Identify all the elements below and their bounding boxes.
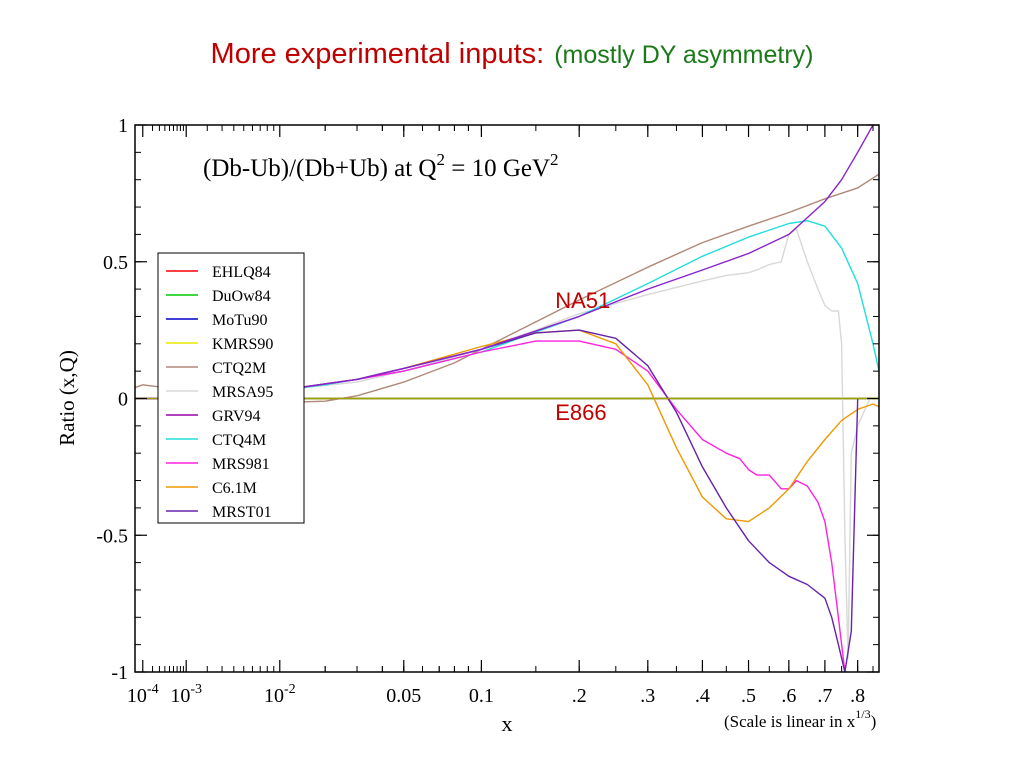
x-axis-label: x: [502, 711, 513, 736]
series-line-mrst01: [243, 329, 859, 672]
annotation-e866: E866: [555, 400, 606, 425]
x-tick-label: .5: [741, 685, 756, 707]
legend-label-motu90: MoTu90: [212, 312, 267, 329]
legend-box: [157, 252, 305, 524]
x-scale-note: (Scale is linear in x1/3): [724, 707, 876, 731]
series-line-mrs981: [243, 340, 846, 672]
legend-label-ctq2m: CTQ2M: [212, 360, 266, 377]
legend-label-duow84: DuOw84: [212, 288, 271, 305]
annotation-na51: NA51: [555, 288, 610, 313]
x-tick-label: 10-4: [127, 682, 159, 707]
y-tick-label: -1: [111, 662, 128, 684]
page-title-main: More experimental inputs:: [210, 38, 545, 70]
legend-label-ehlq84: EHLQ84: [212, 264, 271, 281]
y-tick-label: 1: [118, 115, 128, 137]
annotation-layer: NA51 E866: [555, 288, 610, 425]
y-tick-label: 0.5: [103, 252, 128, 274]
page-title-sub: (mostly DY asymmetry): [554, 41, 814, 69]
y-axis-label: Ratio (x,Q): [55, 350, 79, 446]
legend-label-mrst01: MRST01: [212, 504, 272, 521]
x-tick-label: .4: [695, 685, 710, 707]
series-line-unlabeled-11: [243, 125, 874, 394]
legend-label-c6.1m: C6.1M: [212, 480, 257, 497]
x-tick-label: .6: [781, 685, 796, 707]
legend-label-mrsa95: MRSA95: [212, 384, 273, 401]
legend-label-grv94: GRV94: [212, 408, 261, 425]
x-tick-label: 0.1: [469, 685, 494, 707]
series-line-c6.1m: [243, 329, 879, 523]
x-tick-label: .7: [817, 685, 832, 707]
x-tick-label: 10-2: [264, 682, 296, 707]
x-tick-label: 0.05: [386, 685, 421, 707]
x-tick-label: .2: [572, 685, 587, 707]
legend-label-mrs981: MRS981: [212, 456, 270, 473]
x-tick-label: .3: [640, 685, 655, 707]
axis-layer: 1 0.5 0 -0.5 -110-4 10-3 10-2 0.05 0.1 .2 .3 .4 .5 .6…: [96, 115, 879, 707]
legend-label-kmrs90: KMRS90: [212, 336, 273, 353]
y-tick-label: 0: [118, 389, 128, 411]
chart-title: (Db-Ub)/(Db+Ub) at Q2 = 10 GeV2: [203, 150, 559, 182]
page-title: More experimental inputs: (mostly DY asym…: [0, 38, 1024, 71]
y-tick-label: -0.5: [96, 525, 128, 547]
x-tick-label: 10-3: [170, 682, 202, 707]
legend-label-ctq4m: CTQ4M: [212, 432, 266, 449]
legend: EHLQ84 DuOw84 MoTu90 KMRS90 CTQ2M MRSA95 GRV94…: [157, 252, 305, 524]
x-tick-label: .8: [850, 685, 865, 707]
